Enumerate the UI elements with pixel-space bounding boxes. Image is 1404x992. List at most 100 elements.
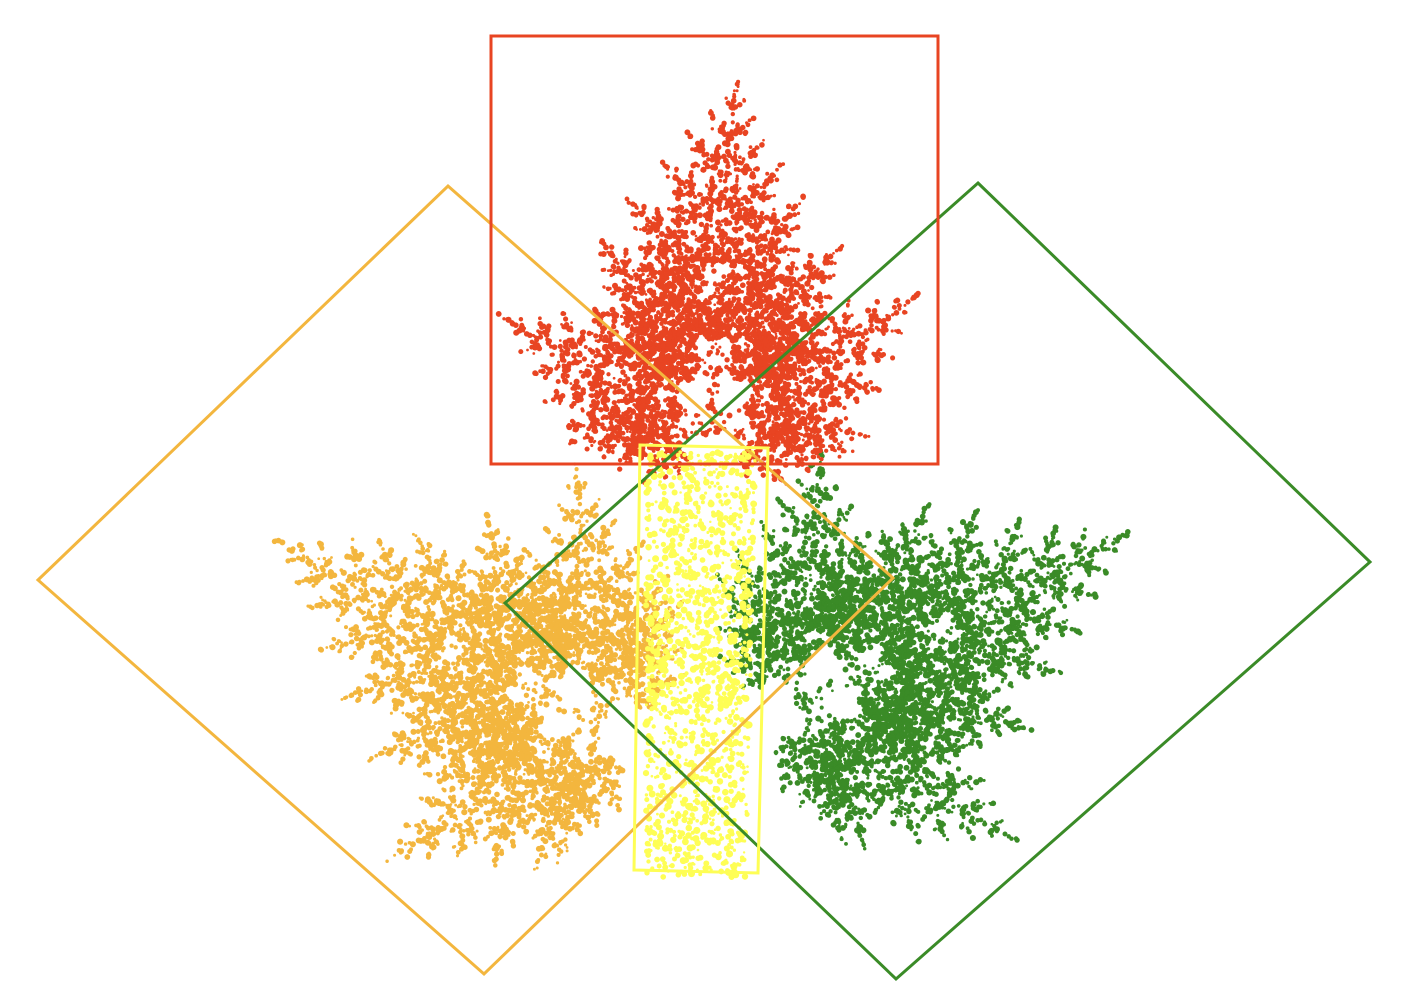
leaf-dot (510, 618, 516, 623)
leaf-dot (290, 546, 296, 552)
leaf-dot (585, 808, 588, 811)
leaf-dot (463, 650, 469, 656)
leaf-dot (417, 675, 423, 681)
leaf-dot (433, 652, 438, 656)
leaf-dot (491, 544, 497, 550)
leaf-dot (349, 640, 353, 644)
leaf-dot (525, 651, 530, 655)
leaf-dot (453, 726, 457, 730)
leaf-dot (303, 576, 310, 583)
leaf-dot (386, 551, 393, 559)
leaf-dot (395, 654, 400, 659)
leaf-dot (441, 646, 446, 651)
leaf-dot (455, 698, 459, 702)
leaf-dot (406, 644, 413, 651)
leaf-dot (521, 683, 525, 687)
leaf-dot (455, 854, 460, 858)
leaf-dot (417, 692, 422, 697)
leaf-dot (502, 661, 508, 667)
leaf-dot (320, 567, 326, 573)
leaf-dot (348, 654, 355, 661)
leaf-dot (416, 611, 421, 616)
leaf-dot (438, 586, 442, 590)
leaf-dot (542, 750, 546, 754)
leaf-dot (404, 606, 410, 612)
leaf-dot (318, 543, 324, 549)
leaf-dot (400, 661, 405, 665)
leaf-dot (289, 557, 293, 561)
leaf-dot (370, 634, 374, 638)
leaf-dot (391, 699, 395, 703)
leaf-dot (525, 814, 529, 818)
leaf-dot (488, 680, 492, 684)
leaf-dot (324, 574, 327, 578)
leaf-dot (465, 680, 470, 685)
leaf-dot (419, 551, 424, 555)
leaf-dot (494, 651, 500, 658)
leaf-dot (279, 539, 285, 545)
leaf-dot (515, 811, 522, 818)
leaf-dot (469, 693, 474, 699)
leaf-dot (473, 722, 478, 726)
leaf-dot (534, 690, 538, 695)
leaf-dot (471, 659, 476, 664)
leaf-dot (562, 766, 567, 771)
leaf-dot (296, 542, 303, 549)
leaf-dot (505, 674, 509, 678)
leaf-dot (507, 766, 511, 770)
leaf-dot (494, 681, 498, 685)
leaf-dot (350, 537, 355, 542)
leaf-dot (503, 787, 507, 790)
leaf-dot (524, 681, 528, 686)
leaf-dot (535, 845, 542, 852)
leaf-dot (408, 739, 413, 745)
leaf-dot (534, 790, 539, 794)
leaf-dot (391, 673, 396, 678)
leaf-dot (512, 643, 516, 647)
leaf-dot (421, 819, 427, 825)
leaf-dot (462, 844, 468, 850)
leaf-dot (457, 840, 464, 847)
leaf-dot (450, 617, 453, 621)
leaf-dot (385, 859, 389, 864)
leaf-dot (431, 796, 435, 800)
leaf-dot (440, 753, 447, 760)
leaf-dot (399, 701, 405, 707)
leaf-dot (433, 583, 440, 590)
leaf-dot (361, 634, 368, 641)
leaf-dot (335, 617, 341, 623)
leaf-dot (472, 669, 476, 673)
leaf-dot (557, 802, 562, 806)
leaf-dot (491, 857, 498, 864)
leaf-dot (498, 544, 502, 549)
leaf-dot (449, 785, 456, 792)
leaf-dot (421, 725, 428, 732)
leaf-dot (400, 756, 406, 762)
leaf-dot (406, 736, 411, 741)
leaf-dot (495, 663, 500, 669)
leaf-dot (365, 575, 369, 579)
leaf-dot (428, 801, 435, 808)
leaf-dot (392, 705, 399, 712)
leaf-dot (427, 608, 432, 612)
leaf-dot (433, 837, 437, 841)
leaf-dot (400, 692, 407, 698)
leaf-dot (373, 560, 378, 565)
leaf-dot (553, 812, 557, 817)
leaf-dot (526, 687, 531, 692)
leaf-dot (476, 621, 483, 628)
leaf-dot (472, 611, 476, 615)
leaf-dot (423, 618, 427, 622)
leaf-dot (461, 644, 466, 649)
leaf-dot (314, 575, 319, 580)
leaf-dot (314, 580, 319, 586)
leaf-dot (463, 719, 469, 725)
leaf-dot (393, 575, 400, 581)
leaf-dot (487, 572, 494, 579)
leaf-dot (449, 830, 453, 833)
leaf-dot (503, 543, 508, 548)
leaf-dot (424, 624, 428, 629)
leaf-dot (505, 644, 511, 650)
leaf-dot (535, 866, 539, 870)
leaf-dot (343, 641, 349, 647)
